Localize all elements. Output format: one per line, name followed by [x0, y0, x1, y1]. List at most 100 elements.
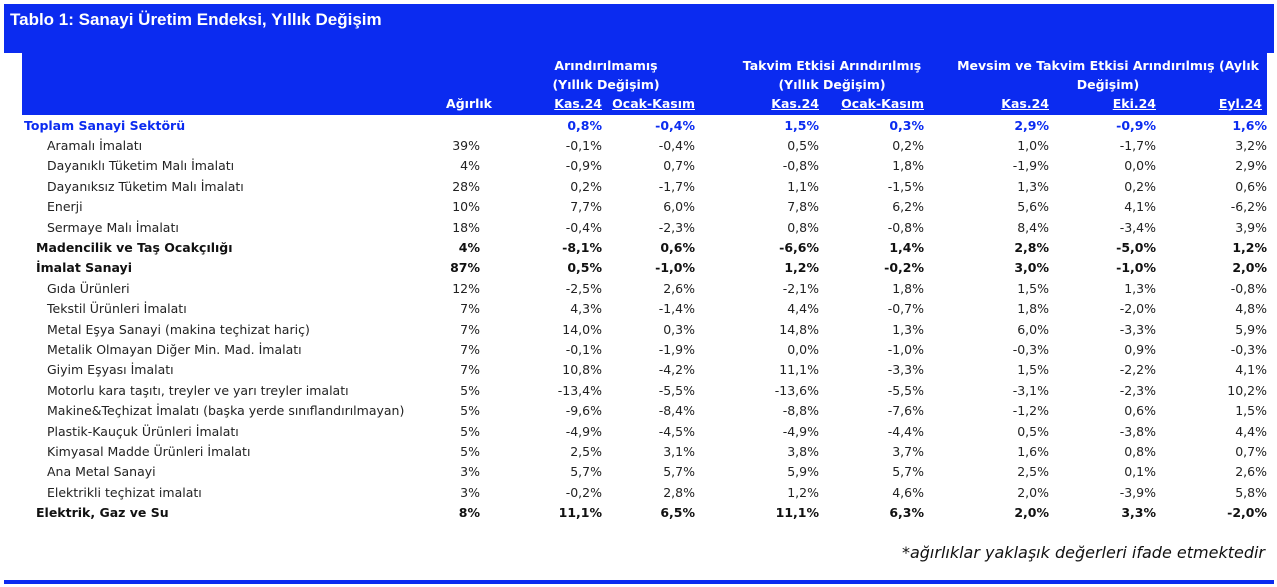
row-value-col-6: 0,8%: [1124, 443, 1156, 459]
row-weight: 7%: [460, 301, 480, 317]
row-value-col-1: -0,1%: [565, 138, 602, 154]
row-label: Gıda Ürünleri: [47, 280, 130, 296]
row-value-col-3: -4,9%: [782, 423, 819, 439]
row-value-col-4: -0,7%: [887, 301, 924, 317]
row-value-col-4: -1,0%: [887, 341, 924, 357]
group-header-unadjusted: Arındırılmamış (Yıllık Değişim): [552, 58, 660, 92]
row-value-col-7: 4,4%: [1235, 423, 1267, 439]
row-value-col-6: -1,7%: [1119, 138, 1156, 154]
row-value-col-6: 4,1%: [1124, 199, 1156, 215]
table-title-bar: Tablo 1: Sanayi Üretim Endeksi, Yıllık D…: [4, 4, 1274, 53]
footnote: *ağırlıklar yaklaşık değerleri ifade etm…: [901, 543, 1265, 562]
row-value-col-4: -3,3%: [887, 362, 924, 378]
row-value-col-4: 1,3%: [892, 321, 924, 337]
table-row: Ana Metal Sanayi 3% 5,7% 5,7% 5,9% 5,7% 2,5% 0,…: [22, 462, 1267, 482]
table-row: Enerji 10% 7,7% 6,0% 7,8% 6,2% 5,6% 4,1% -6,2%: [22, 197, 1267, 217]
row-value-col-7: 10,2%: [1227, 382, 1267, 398]
row-value-col-3: 1,1%: [787, 178, 819, 194]
row-value-col-5: 2,0%: [1017, 484, 1049, 500]
row-label: Dayanıksız Tüketim Malı İmalatı: [47, 178, 244, 194]
row-value-col-3: -8,8%: [782, 403, 819, 419]
row-value-col-6: -3,3%: [1119, 321, 1156, 337]
row-value-col-5: 2,9%: [1014, 117, 1049, 133]
row-value-col-3: 1,5%: [784, 117, 819, 133]
row-value-col-1: -13,4%: [557, 382, 602, 398]
row-value-col-1: 5,7%: [570, 464, 602, 480]
row-value-col-1: -0,1%: [565, 341, 602, 357]
row-value-col-5: 2,5%: [1017, 464, 1049, 480]
data-table: Toplam Sanayi Sektörü 0,8% -0,4% 1,5% 0,3% 2,…: [22, 115, 1267, 523]
row-value-col-3: -6,6%: [779, 240, 819, 256]
row-value-col-1: 7,7%: [570, 199, 602, 215]
row-value-col-7: 1,6%: [1232, 117, 1267, 133]
row-weight: 7%: [460, 362, 480, 378]
row-value-col-5: 2,0%: [1014, 505, 1049, 521]
table-row: Motorlu kara taşıtı, treyler ve yarı tre…: [22, 380, 1267, 400]
subcol-header-4: Ocak-Kasım: [841, 96, 924, 111]
row-value-col-2: 6,0%: [663, 199, 695, 215]
row-weight: 8%: [458, 505, 480, 521]
row-value-col-2: 2,6%: [663, 280, 695, 296]
table-row: Aramalı İmalatı 39% -0,1% -0,4% 0,5% 0,2% 1,0%…: [22, 135, 1267, 155]
row-value-col-1: -8,1%: [562, 240, 602, 256]
row-value-col-4: 5,7%: [892, 464, 924, 480]
row-label: Metalik Olmayan Diğer Min. Mad. İmalatı: [47, 341, 302, 357]
row-value-col-2: -1,0%: [655, 260, 695, 276]
row-label: Kimyasal Madde Ürünleri İmalatı: [47, 443, 251, 459]
row-value-col-3: 11,1%: [775, 505, 819, 521]
row-value-col-7: -2,0%: [1227, 505, 1267, 521]
row-weight: 3%: [460, 464, 480, 480]
row-value-col-4: -4,4%: [887, 423, 924, 439]
row-weight: [412, 115, 480, 135]
row-value-col-7: 3,9%: [1235, 219, 1267, 235]
row-value-col-6: 0,2%: [1124, 178, 1156, 194]
row-value-col-7: -6,2%: [1230, 199, 1267, 215]
row-value-col-5: 1,3%: [1017, 178, 1049, 194]
table-row: İmalat Sanayi 87% 0,5% -1,0% 1,2% -0,2% 3,0% -1…: [22, 258, 1267, 278]
row-value-col-2: -1,9%: [658, 341, 695, 357]
row-label: Aramalı İmalatı: [47, 138, 143, 154]
row-value-col-6: 0,1%: [1124, 464, 1156, 480]
row-value-col-7: 5,8%: [1235, 484, 1267, 500]
row-value-col-7: 1,2%: [1232, 240, 1267, 256]
row-value-col-7: 3,2%: [1235, 138, 1267, 154]
subcol-header-6: Eki.24: [1112, 96, 1156, 111]
row-value-col-6: 3,3%: [1121, 505, 1156, 521]
row-value-col-4: -0,8%: [887, 219, 924, 235]
row-value-col-6: -2,0%: [1119, 301, 1156, 317]
table-row: Tekstil Ürünleri İmalatı 7% 4,3% -1,4% 4,4% -…: [22, 299, 1267, 319]
row-weight: 5%: [460, 423, 480, 439]
row-value-col-6: 0,0%: [1124, 158, 1156, 174]
row-value-col-2: 3,1%: [663, 443, 695, 459]
row-value-col-6: -0,9%: [1116, 117, 1156, 133]
row-value-col-3: 0,0%: [787, 341, 819, 357]
row-label: Elektrik, Gaz ve Su: [36, 505, 169, 521]
row-value-col-5: -1,2%: [1012, 403, 1049, 419]
row-value-col-7: 2,9%: [1235, 158, 1267, 174]
row-value-col-3: 4,4%: [787, 301, 819, 317]
row-label: Ana Metal Sanayi: [47, 464, 156, 480]
row-value-col-6: -3,4%: [1119, 219, 1156, 235]
row-value-col-3: 0,8%: [787, 219, 819, 235]
row-label: Elektrikli teçhizat imalatı: [47, 484, 202, 500]
group-header-calendar-adjusted: Takvim Etkisi Arındırılmış (Yıllık Değiş…: [742, 58, 922, 92]
row-value-col-3: -0,8%: [782, 158, 819, 174]
row-label: Motorlu kara taşıtı, treyler ve yarı tre…: [47, 382, 349, 398]
table-row: Plastik-Kauçuk Ürünleri İmalatı 5% -4,9% -4…: [22, 421, 1267, 441]
row-value-col-2: -4,2%: [658, 362, 695, 378]
table-row: Gıda Ürünleri 12% -2,5% 2,6% -2,1% 1,8% 1,5% 1,…: [22, 278, 1267, 298]
row-label: Tekstil Ürünleri İmalatı: [47, 301, 187, 317]
row-value-col-2: 6,5%: [660, 505, 695, 521]
row-label: Makine&Teçhizat İmalatı (başka yerde sın…: [47, 403, 405, 419]
row-value-col-2: 0,7%: [663, 158, 695, 174]
row-value-col-2: -0,4%: [658, 138, 695, 154]
row-value-col-7: 4,1%: [1235, 362, 1267, 378]
row-value-col-1: -0,9%: [565, 158, 602, 174]
row-weight: 87%: [450, 260, 480, 276]
weight-header: Ağırlık: [446, 96, 492, 111]
row-weight: 18%: [452, 219, 480, 235]
row-value-col-4: 3,7%: [892, 443, 924, 459]
row-value-col-7: 0,7%: [1235, 443, 1267, 459]
row-value-col-6: 0,6%: [1124, 403, 1156, 419]
row-value-col-6: -3,9%: [1119, 484, 1156, 500]
